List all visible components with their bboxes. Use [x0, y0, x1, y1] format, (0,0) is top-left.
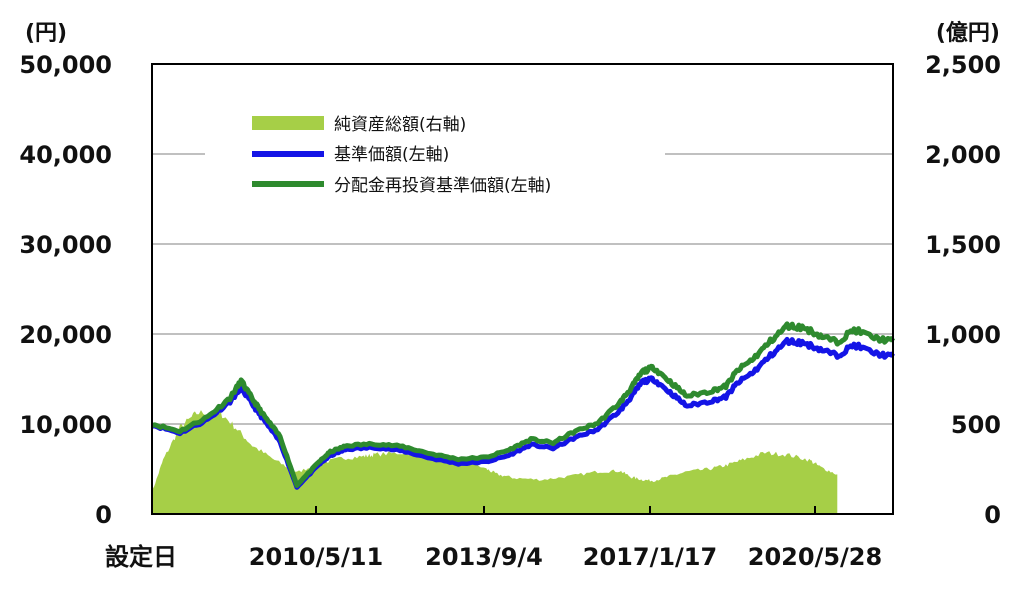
right-tick-label: 1,500	[925, 231, 1001, 259]
plot-frame	[151, 63, 894, 515]
legend-swatch-net-assets	[252, 116, 324, 130]
legend: 純資産総額(右軸) 基準価額(左軸) 分配金再投資基準価額(左軸)	[205, 100, 665, 210]
left-axis-ticks: 0 10,000 20,000 30,000 40,000 50,000	[19, 51, 112, 529]
legend-label-net-assets: 純資産総額(右軸)	[334, 115, 466, 135]
legend-label-reinvested-nav: 分配金再投資基準価額(左軸)	[334, 176, 551, 196]
x-tick-label: 2010/5/11	[249, 543, 383, 571]
legend-item-reinvested-nav: 分配金再投資基準価額(左軸)	[252, 176, 551, 196]
right-axis-unit: (億円)	[936, 20, 1000, 46]
x-tick-label: 2017/1/17	[583, 543, 717, 571]
series-line-nav	[151, 336, 896, 490]
left-tick-label: 50,000	[19, 51, 112, 79]
net-assets-area-layer	[152, 408, 838, 514]
left-tick-label: 20,000	[19, 321, 112, 349]
right-tick-label: 500	[951, 411, 1001, 439]
x-tick-label: 設定日	[105, 543, 177, 571]
x-axis-ticks: 設定日 2010/5/11 2013/9/4 2017/1/17 2020/5/28	[105, 543, 882, 571]
x-tick-label: 2013/9/4	[425, 543, 543, 571]
right-axis-ticks: 0 500 1,000 1,500 2,000 2,500	[925, 51, 1001, 529]
left-axis-unit: (円)	[25, 21, 67, 46]
right-tick-label: 2,000	[925, 141, 1001, 169]
x-tick-label: 2020/5/28	[748, 543, 882, 571]
left-tick-label: 30,000	[19, 231, 112, 259]
right-tick-label: 0	[984, 501, 1001, 529]
left-tick-label: 0	[95, 501, 112, 529]
nav-lines-layer	[151, 321, 896, 490]
legend-item-nav: 基準価額(左軸)	[252, 145, 449, 165]
right-tick-label: 1,000	[925, 321, 1001, 349]
legend-item-net-assets: 純資産総額(右軸)	[252, 115, 466, 135]
right-tick-label: 2,500	[925, 51, 1001, 79]
series-line-reinvested-nav	[151, 321, 896, 488]
left-tick-label: 10,000	[19, 411, 112, 439]
series-area-net-assets	[152, 408, 838, 514]
legend-label-nav: 基準価額(左軸)	[334, 145, 449, 165]
x-tick-marks	[315, 506, 816, 514]
left-tick-label: 40,000	[19, 141, 112, 169]
